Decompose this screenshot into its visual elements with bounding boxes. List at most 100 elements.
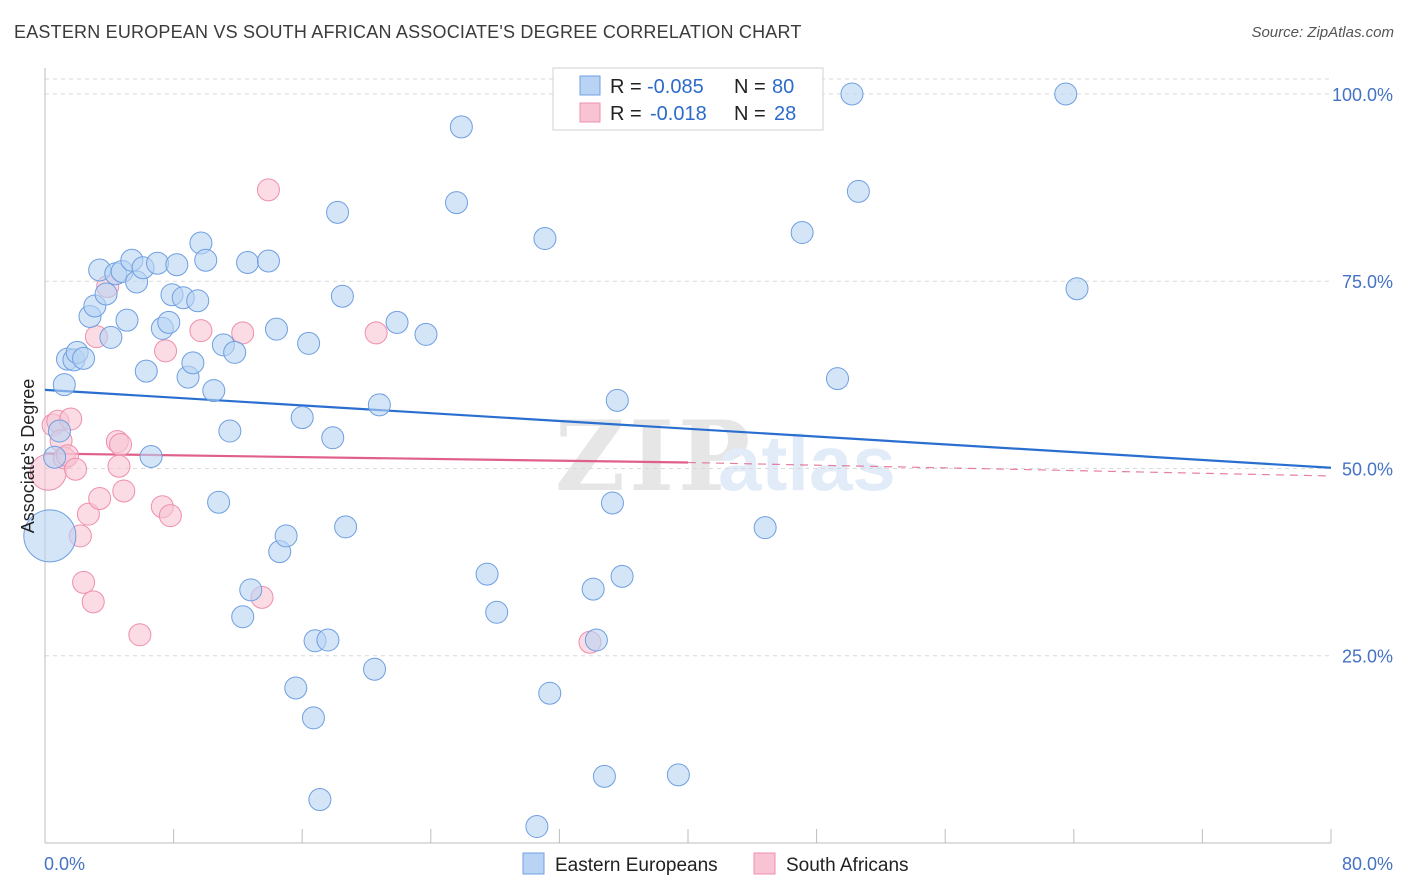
legend-swatch-blue [579,75,601,96]
eastern-europeans-point [326,200,350,224]
legend-r-value-1: -0.085 [647,76,704,98]
eastern-europeans-point [334,515,358,539]
eastern-europeans-point [207,490,231,514]
eastern-europeans-point [274,524,298,548]
tick-labels: 25.0% 50.0% 75.0% 100.0% 0.0% 80.0% [44,85,1393,874]
eastern-europeans-point [666,763,690,787]
eastern-europeans-points [23,82,1089,839]
eastern-europeans-point [146,251,170,275]
eastern-europeans-point [236,251,260,275]
south-africans-point [364,321,388,345]
eastern-europeans-point [134,359,158,383]
eastern-europeans-point [533,227,557,251]
eastern-europeans-point [449,115,473,139]
eastern-europeans-point [218,419,242,443]
eastern-europeans-point [485,600,509,624]
eastern-europeans-point [538,681,562,705]
gridlines [45,78,1331,657]
eastern-europeans-point [316,628,340,652]
south-africans-trend-extension [687,461,1332,477]
eastern-europeans-point [321,426,345,450]
watermark-zip: ZIP [555,400,754,513]
eastern-europeans-point [202,379,226,403]
eastern-europeans-point [605,388,629,412]
south-africans-point [72,570,96,594]
eastern-europeans-point [840,82,864,106]
south-africans-point [109,433,133,457]
eastern-europeans-point [367,393,391,417]
south-africans-point [107,454,131,478]
south-africans-point [64,457,88,481]
south-africans-point [112,479,136,503]
legend-swatch-pink [579,102,601,123]
series-legend-label-blue: Eastern Europeans [555,855,718,876]
eastern-europeans-point [99,325,123,349]
series-legend: Eastern Europeans South Africans [522,852,909,876]
eastern-europeans-point [284,676,308,700]
eastern-europeans-point [445,191,469,215]
series-legend-swatch-pink [753,852,776,875]
watermark-atlas: atlas [718,419,896,507]
eastern-europeans-trend-line [44,388,1332,469]
stats-legend: R = -0.085 N = 80 R = -0.018 N = 28 [552,67,824,131]
eastern-europeans-point [94,282,118,306]
eastern-europeans-point [414,322,438,346]
eastern-europeans-point [115,308,139,332]
chart-source: Source: ZipAtlas.com [1251,24,1394,41]
south-africans-points [29,178,602,654]
eastern-europeans-point [592,764,616,788]
south-africans-point [189,319,213,343]
eastern-europeans-point [1054,82,1078,106]
eastern-europeans-point [301,706,325,730]
eastern-europeans-point [363,657,387,681]
eastern-europeans-point [231,605,255,629]
eastern-europeans-point [290,406,314,430]
y-tick-label: 25.0% [1342,647,1393,667]
eastern-europeans-point [239,578,263,602]
eastern-europeans-point [139,445,163,469]
eastern-europeans-point [194,248,218,272]
eastern-europeans-point [584,628,608,652]
eastern-europeans-point [600,491,624,515]
eastern-europeans-point [825,367,849,391]
y-tick-label: 75.0% [1342,272,1393,292]
y-tick-label: 50.0% [1342,459,1393,479]
eastern-europeans-point [223,340,247,364]
south-africans-point [154,339,178,363]
south-africans-point [158,504,182,528]
south-africans-point [231,321,255,345]
eastern-europeans-point [753,516,777,540]
eastern-europeans-point [385,310,409,334]
south-africans-point [76,502,100,526]
eastern-europeans-point [846,179,870,203]
eastern-europeans-point [157,310,181,334]
eastern-europeans-point [165,253,189,277]
eastern-europeans-point [47,419,71,443]
legend-r-label-1: R = [610,76,642,98]
eastern-europeans-point [52,373,76,397]
eastern-europeans-point [256,249,280,273]
legend-n-label-2: N = [734,103,766,125]
legend-n-label-1: N = [734,76,766,98]
eastern-europeans-point [72,346,96,370]
chart-title: EASTERN EUROPEAN VS SOUTH AFRICAN ASSOCI… [14,22,802,42]
eastern-europeans-point [525,815,549,839]
eastern-europeans-point [1065,277,1089,301]
eastern-europeans-point [23,509,77,563]
south-africans-point [256,178,280,202]
y-tick-label: 100.0% [1332,85,1393,105]
eastern-europeans-point [581,577,605,601]
series-legend-swatch-blue [522,852,545,875]
series-legend-label-pink: South Africans [786,855,909,876]
x-tick-label-min: 0.0% [44,854,85,874]
south-africans-point [88,486,112,510]
legend-r-value-2: -0.018 [650,103,707,125]
legend-n-value-2: 28 [774,103,796,125]
eastern-europeans-point [790,221,814,245]
y-axis-label: Associate's Degree [18,379,38,534]
eastern-europeans-point [475,562,499,586]
south-africans-point [81,590,105,614]
eastern-europeans-point [181,351,205,375]
eastern-europeans-point [330,284,354,308]
